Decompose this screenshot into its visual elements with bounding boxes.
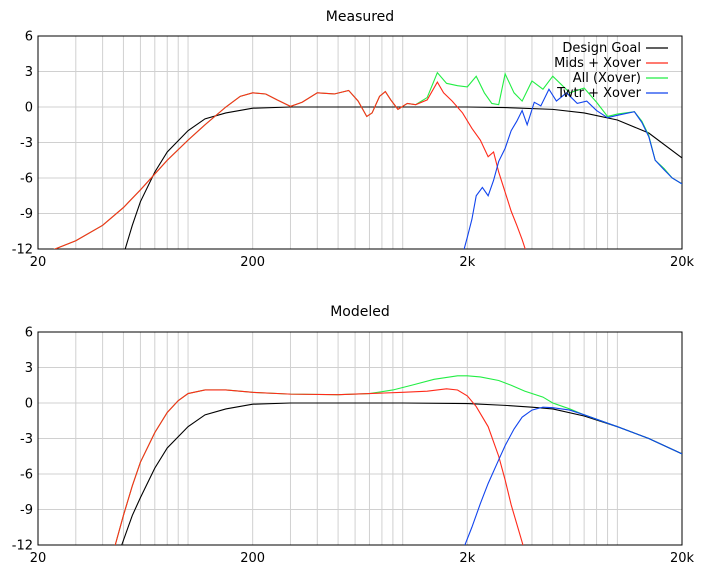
y-tick-label: 3 — [25, 65, 33, 80]
y-tick-label: -6 — [20, 172, 33, 187]
y-tick-label: 6 — [25, 30, 33, 45]
legend-label: Design Goal — [562, 41, 641, 56]
series-line-series-3 — [464, 406, 682, 545]
chart-title: Measured — [326, 9, 394, 25]
y-tick-label: 3 — [25, 361, 33, 376]
series-line-series-0 — [121, 402, 682, 545]
plot-frame — [37, 35, 683, 250]
x-tick-label: 2k — [459, 551, 475, 566]
chart-title: Modeled — [330, 304, 390, 320]
y-tick-label: -3 — [20, 136, 33, 151]
series-group — [114, 375, 682, 545]
y-tick-label: -12 — [12, 243, 33, 258]
x-tick-label: 200 — [240, 255, 265, 270]
plot-frame — [37, 331, 683, 546]
y-tick-label: -6 — [20, 468, 33, 483]
y-tick-label: -9 — [20, 207, 33, 222]
legend-label: Twtr + Xover — [556, 86, 642, 101]
legend-label: All (Xover) — [573, 71, 641, 86]
series-line-series-1 — [114, 388, 524, 545]
series-line-mids-xover — [53, 81, 526, 249]
y-tick-label: -9 — [20, 503, 33, 518]
series-line-twtr-xover — [463, 88, 682, 249]
y-tick-label: 0 — [25, 397, 33, 412]
x-tick-label: 20k — [670, 255, 695, 270]
x-tick-label: 2k — [459, 255, 475, 270]
y-tick-label: 0 — [25, 101, 33, 116]
grid — [37, 331, 683, 546]
x-tick-label: 20k — [670, 551, 695, 566]
y-tick-label: -3 — [20, 432, 33, 447]
legend-label: Mids + Xover — [554, 56, 642, 71]
x-tick-label: 20 — [30, 255, 47, 270]
y-tick-label: 6 — [25, 326, 33, 341]
x-tick-label: 200 — [240, 551, 265, 566]
y-tick-label: -12 — [12, 539, 33, 554]
series-group — [53, 71, 682, 249]
x-tick-label: 20 — [30, 551, 47, 566]
